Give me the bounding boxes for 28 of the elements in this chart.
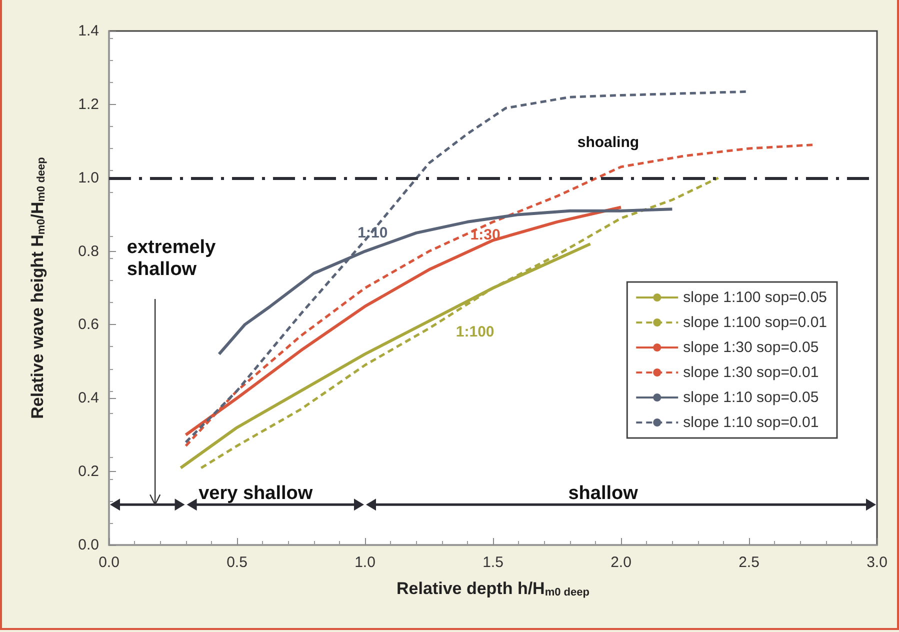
x-tick-label: 0.5 (226, 554, 248, 571)
legend-label: slope 1:100 sop=0.01 (683, 314, 828, 331)
legend-label: slope 1:30 sop=0.01 (683, 364, 819, 381)
y-tick-label: 1.2 (78, 96, 99, 113)
annotation: very shallow (198, 482, 313, 505)
x-tick-label: 1.5 (482, 554, 504, 571)
line-series (218, 208, 674, 356)
legend-label: slope 1:10 sop=0.05 (683, 389, 819, 406)
y-tick-label: 0.2 (78, 463, 99, 480)
y-tick-label: 1.0 (78, 169, 99, 186)
x-tick-label: 0.0 (98, 554, 120, 571)
x-tick-label: 3.0 (866, 554, 888, 571)
y-tick-label: 0.8 (78, 242, 99, 260)
legend-label: slope 1:30 sop=0.05 (683, 339, 819, 356)
y-tick-label: 1.4 (78, 22, 99, 40)
x-tick-label: 1.0 (354, 554, 376, 571)
y-tick-label: 0.6 (78, 316, 99, 334)
annotation: extremely shallow (126, 236, 217, 281)
legend-label: slope 1:100 sop=0.05 (683, 289, 828, 306)
legend-label: slope 1:10 sop=0.01 (683, 414, 819, 431)
annotation: shoaling (577, 134, 640, 151)
y-tick-label: 0.4 (78, 390, 99, 407)
x-tick-label: 2.5 (738, 554, 760, 571)
y-tick-label: 0.0 (78, 536, 99, 554)
annotation: 1:100 (456, 324, 494, 341)
annotation: shallow (568, 482, 638, 505)
y-axis-title: Relative wave height Hm0/Hm0 deep (28, 156, 48, 419)
x-tick-label: 2.0 (610, 554, 632, 571)
